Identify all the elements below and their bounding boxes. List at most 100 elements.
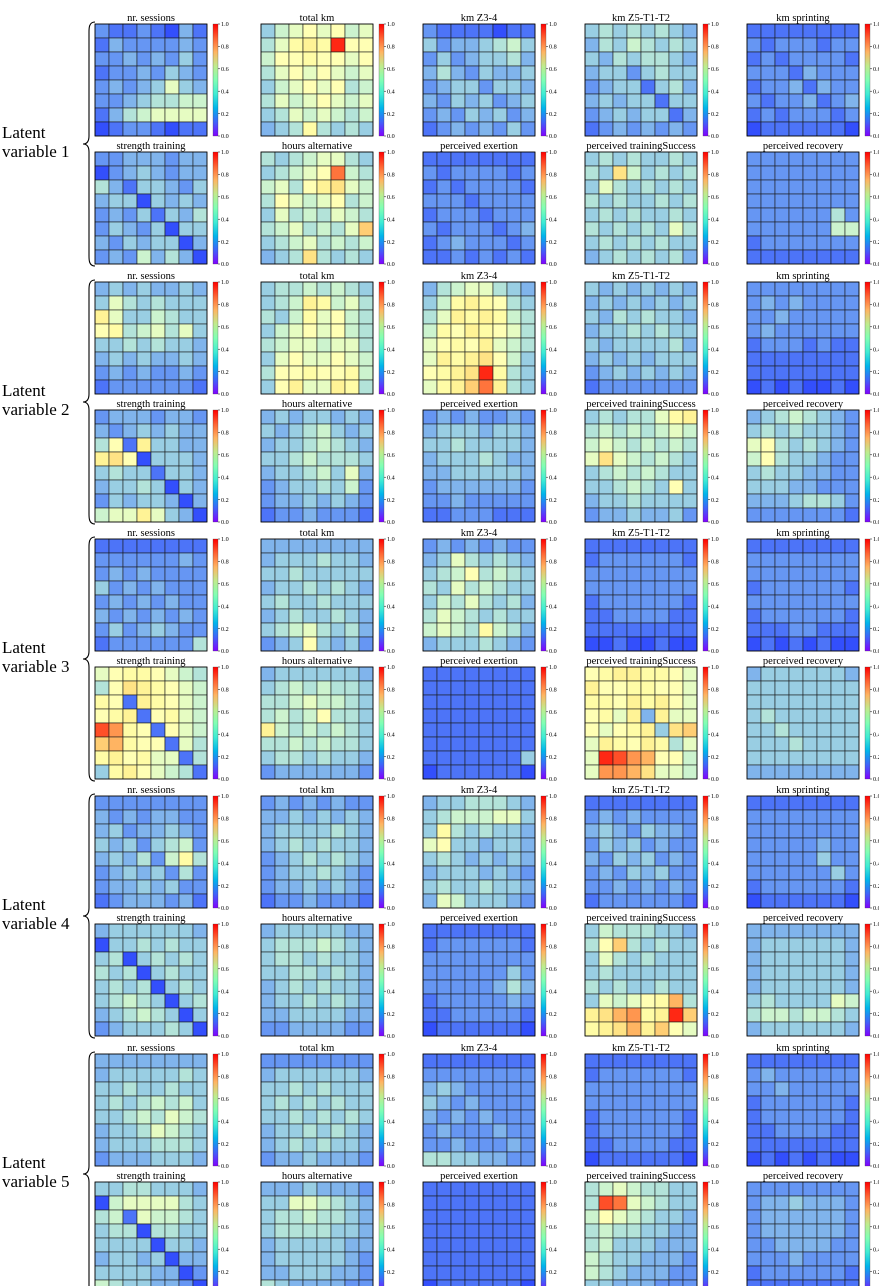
heatmap-cell [668, 1251, 684, 1267]
heatmap-cell [192, 93, 208, 109]
heatmap-cell [150, 151, 166, 167]
heatmap-cell [520, 1095, 536, 1111]
colorbar-tick-label: 0.6 [387, 709, 395, 716]
heatmap-cell [830, 851, 846, 867]
heatmap-cell [464, 65, 480, 81]
heatmap-cell [260, 837, 276, 853]
heatmap-cell [816, 151, 832, 167]
heatmap-cell [274, 750, 290, 766]
heatmap-cell [136, 65, 152, 81]
colorbar-tick-label: 0.4 [221, 88, 229, 95]
heatmap-cell [584, 121, 600, 137]
heatmap-cell [668, 1123, 684, 1139]
heatmap-cell [436, 580, 452, 596]
heatmap-cell [640, 221, 656, 237]
heatmap-cell [506, 79, 522, 95]
heatmap-cell [150, 865, 166, 881]
heatmap-cell [108, 281, 124, 297]
heatmap-cell [192, 493, 208, 509]
colorbar-tick-label: 0.4 [549, 988, 557, 995]
heatmap-cell [668, 1081, 684, 1097]
heatmap-cell [422, 493, 438, 509]
heatmap-cell [178, 750, 194, 766]
heatmap-cell [478, 79, 494, 95]
heatmap-frame [746, 409, 860, 523]
heatmap-cell [760, 1007, 776, 1023]
heatmap-cell [316, 1237, 332, 1253]
heatmap-cell [260, 809, 276, 825]
heatmap-cell [612, 937, 628, 953]
heatmap-cell [844, 1053, 860, 1069]
heatmap-cell [774, 437, 790, 453]
heatmap-cell [478, 365, 494, 381]
heatmap-cell [506, 1109, 522, 1125]
heatmap-cell [136, 179, 152, 195]
heatmap-cell [164, 893, 180, 909]
heatmap-cell [640, 451, 656, 467]
heatmap-cell [746, 666, 762, 682]
heatmap-cell [288, 736, 304, 752]
heatmap-cells [260, 1053, 374, 1167]
heatmap-cell [774, 409, 790, 425]
heatmap-cell [654, 295, 670, 311]
colorbar [540, 409, 547, 523]
heatmap-cell [640, 65, 656, 81]
heatmap-cell [316, 823, 332, 839]
heatmap-cell [746, 423, 762, 439]
heatmap-cell [136, 23, 152, 39]
heatmap-cell [682, 1223, 698, 1239]
heatmap-cell [164, 379, 180, 395]
heatmap-cell [330, 93, 346, 109]
heatmap-cell [150, 823, 166, 839]
heatmap-cell [844, 1123, 860, 1139]
heatmap-cell [640, 708, 656, 724]
heatmap-cell [302, 295, 318, 311]
heatmap-cell [668, 1151, 684, 1167]
heatmap-cell [478, 923, 494, 939]
heatmap-cell [654, 423, 670, 439]
heatmap-cell [816, 708, 832, 724]
heatmap-panel: total km0.00.20.40.60.81.0 [260, 785, 395, 912]
colorbar [540, 795, 547, 909]
heatmap-cell [612, 121, 628, 137]
heatmap-cell [612, 580, 628, 596]
heatmap-cells [260, 923, 374, 1037]
heatmap-cell [788, 823, 804, 839]
heatmap-cells [746, 923, 860, 1037]
heatmap-cell [506, 965, 522, 981]
colorbar [540, 23, 547, 137]
heatmap-cell [136, 1223, 152, 1239]
heatmap-cell [760, 1265, 776, 1281]
heatmap-cell [626, 538, 642, 554]
heatmap-cell [802, 1265, 818, 1281]
heatmap-cell [358, 179, 374, 195]
heatmap-cell [330, 937, 346, 953]
heatmap-cell [478, 1095, 494, 1111]
heatmap-cell [122, 566, 138, 582]
heatmap-cell [598, 580, 614, 596]
heatmap-cell [136, 1265, 152, 1281]
heatmap-cell [492, 1223, 508, 1239]
heatmap-cell [330, 379, 346, 395]
colorbar-tick-label: 0.0 [221, 776, 229, 783]
heatmap-cell [358, 165, 374, 181]
heatmap-cell [164, 465, 180, 481]
heatmap-cell [492, 151, 508, 167]
heatmap-cell [164, 179, 180, 195]
colorbar-tick-label: 1.0 [387, 1051, 395, 1058]
heatmap-cell [108, 823, 124, 839]
colorbar-tick-label: 0.4 [873, 988, 879, 995]
heatmap-cell [150, 694, 166, 710]
heatmap-cell [654, 1123, 670, 1139]
heatmap-cell [760, 1053, 776, 1069]
heatmap-cell [164, 479, 180, 495]
colorbar-tick-label: 1.0 [873, 1179, 879, 1186]
heatmap-cell [358, 993, 374, 1009]
heatmap-cell [746, 221, 762, 237]
heatmap-cell [260, 979, 276, 995]
heatmap-cell [830, 93, 846, 109]
heatmap-cell [520, 323, 536, 339]
heatmap-cell [830, 295, 846, 311]
